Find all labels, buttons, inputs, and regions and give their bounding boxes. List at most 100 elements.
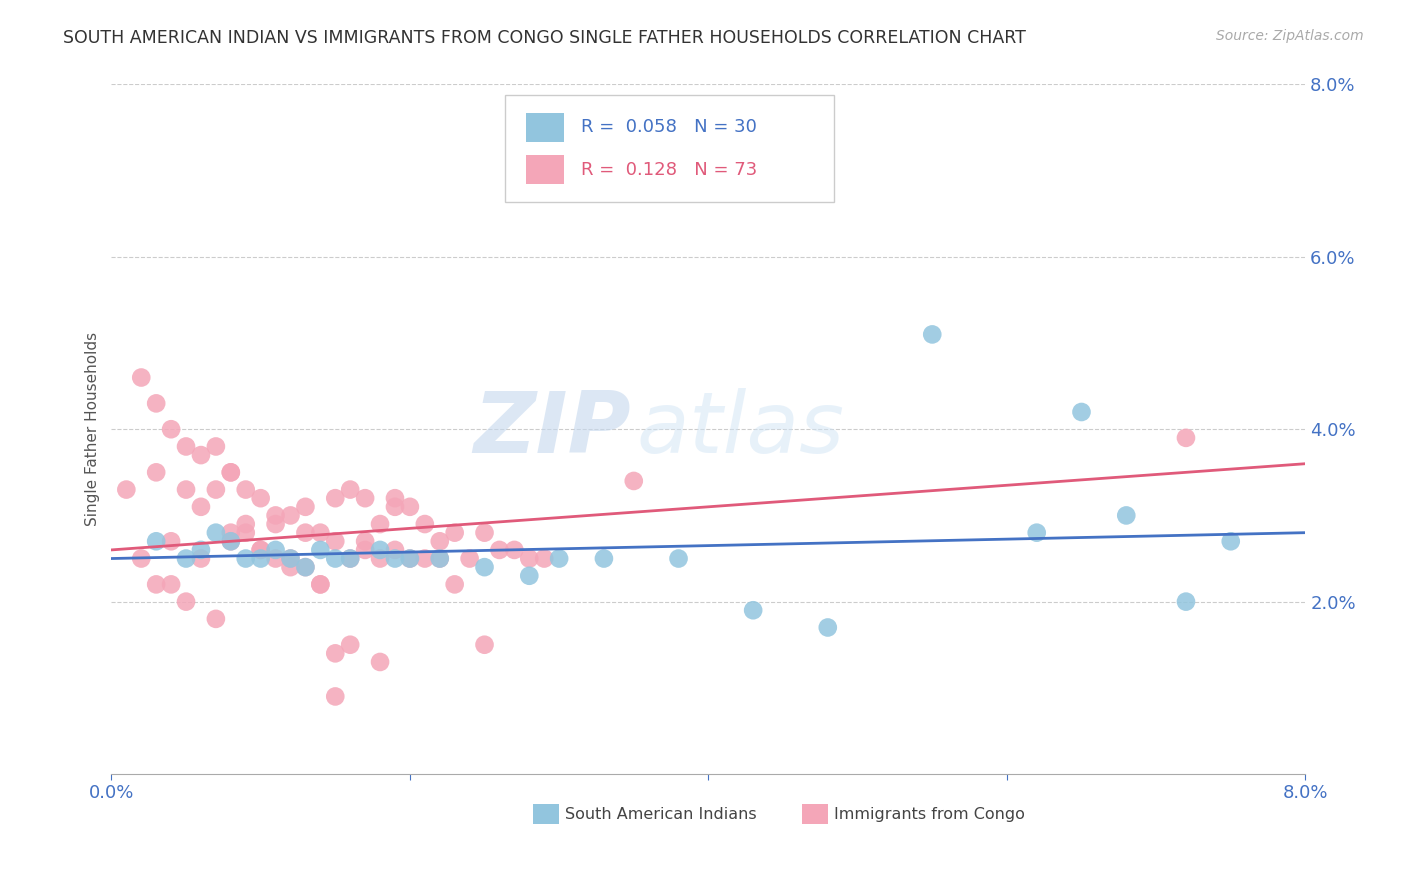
Point	[294, 525, 316, 540]
FancyBboxPatch shape	[801, 805, 828, 823]
Text: Source: ZipAtlas.com: Source: ZipAtlas.com	[1216, 29, 1364, 44]
Point	[1175, 431, 1198, 445]
Point	[160, 422, 183, 436]
Point	[323, 646, 346, 660]
Point	[205, 483, 228, 497]
Point	[458, 551, 481, 566]
Point	[249, 542, 271, 557]
Point	[160, 534, 183, 549]
Point	[323, 551, 346, 566]
Point	[921, 327, 943, 342]
Point	[817, 620, 839, 634]
Point	[354, 542, 377, 557]
Point	[474, 525, 496, 540]
Point	[280, 551, 302, 566]
Point	[474, 560, 496, 574]
Point	[517, 551, 540, 566]
Point	[249, 542, 271, 557]
Point	[309, 525, 332, 540]
Point	[249, 551, 271, 566]
Point	[219, 466, 242, 480]
Text: ZIP: ZIP	[474, 388, 631, 471]
Point	[323, 534, 346, 549]
Point	[205, 440, 228, 454]
Text: R =  0.128   N = 73: R = 0.128 N = 73	[581, 161, 756, 179]
Point	[1070, 405, 1092, 419]
Text: South American Indians: South American Indians	[565, 807, 756, 822]
Point	[339, 483, 361, 497]
Point	[413, 551, 436, 566]
Point	[294, 560, 316, 574]
Point	[517, 568, 540, 582]
Point	[190, 542, 212, 557]
Point	[235, 551, 257, 566]
Point	[339, 551, 361, 566]
Point	[115, 483, 138, 497]
Point	[174, 483, 197, 497]
Point	[593, 551, 616, 566]
Point	[129, 370, 152, 384]
Point	[294, 560, 316, 574]
Point	[474, 638, 496, 652]
Point	[219, 534, 242, 549]
Point	[368, 517, 391, 532]
Point	[280, 551, 302, 566]
Point	[160, 577, 183, 591]
Point	[1219, 534, 1241, 549]
Point	[219, 534, 242, 549]
Point	[413, 517, 436, 532]
Point	[235, 517, 257, 532]
Point	[174, 551, 197, 566]
FancyBboxPatch shape	[526, 155, 564, 185]
Point	[309, 577, 332, 591]
Point	[384, 500, 406, 514]
Point	[399, 500, 422, 514]
Point	[533, 551, 555, 566]
Point	[264, 517, 287, 532]
Point	[443, 525, 465, 540]
Point	[429, 551, 451, 566]
Point	[354, 534, 377, 549]
Point	[742, 603, 765, 617]
FancyBboxPatch shape	[505, 95, 834, 202]
Point	[264, 542, 287, 557]
Point	[309, 542, 332, 557]
Point	[548, 551, 571, 566]
Point	[174, 440, 197, 454]
Text: atlas: atlas	[637, 388, 845, 471]
Point	[219, 466, 242, 480]
Point	[145, 396, 167, 410]
Point	[399, 551, 422, 566]
Point	[339, 638, 361, 652]
Point	[235, 525, 257, 540]
Point	[1175, 594, 1198, 608]
Point	[294, 500, 316, 514]
Point	[190, 551, 212, 566]
Point	[354, 491, 377, 506]
Point	[399, 551, 422, 566]
Point	[219, 525, 242, 540]
Point	[668, 551, 690, 566]
Text: SOUTH AMERICAN INDIAN VS IMMIGRANTS FROM CONGO SINGLE FATHER HOUSEHOLDS CORRELAT: SOUTH AMERICAN INDIAN VS IMMIGRANTS FROM…	[63, 29, 1026, 47]
Point	[384, 551, 406, 566]
Point	[429, 551, 451, 566]
Point	[190, 448, 212, 462]
Point	[264, 508, 287, 523]
Point	[1025, 525, 1047, 540]
Point	[145, 534, 167, 549]
Point	[129, 551, 152, 566]
Point	[323, 491, 346, 506]
Point	[368, 542, 391, 557]
Point	[249, 491, 271, 506]
Point	[429, 534, 451, 549]
Point	[443, 577, 465, 591]
Point	[623, 474, 645, 488]
Point	[368, 655, 391, 669]
Point	[264, 551, 287, 566]
Point	[280, 560, 302, 574]
FancyBboxPatch shape	[533, 805, 560, 823]
Point	[368, 551, 391, 566]
Y-axis label: Single Father Households: Single Father Households	[86, 332, 100, 526]
Point	[339, 551, 361, 566]
Point	[205, 525, 228, 540]
